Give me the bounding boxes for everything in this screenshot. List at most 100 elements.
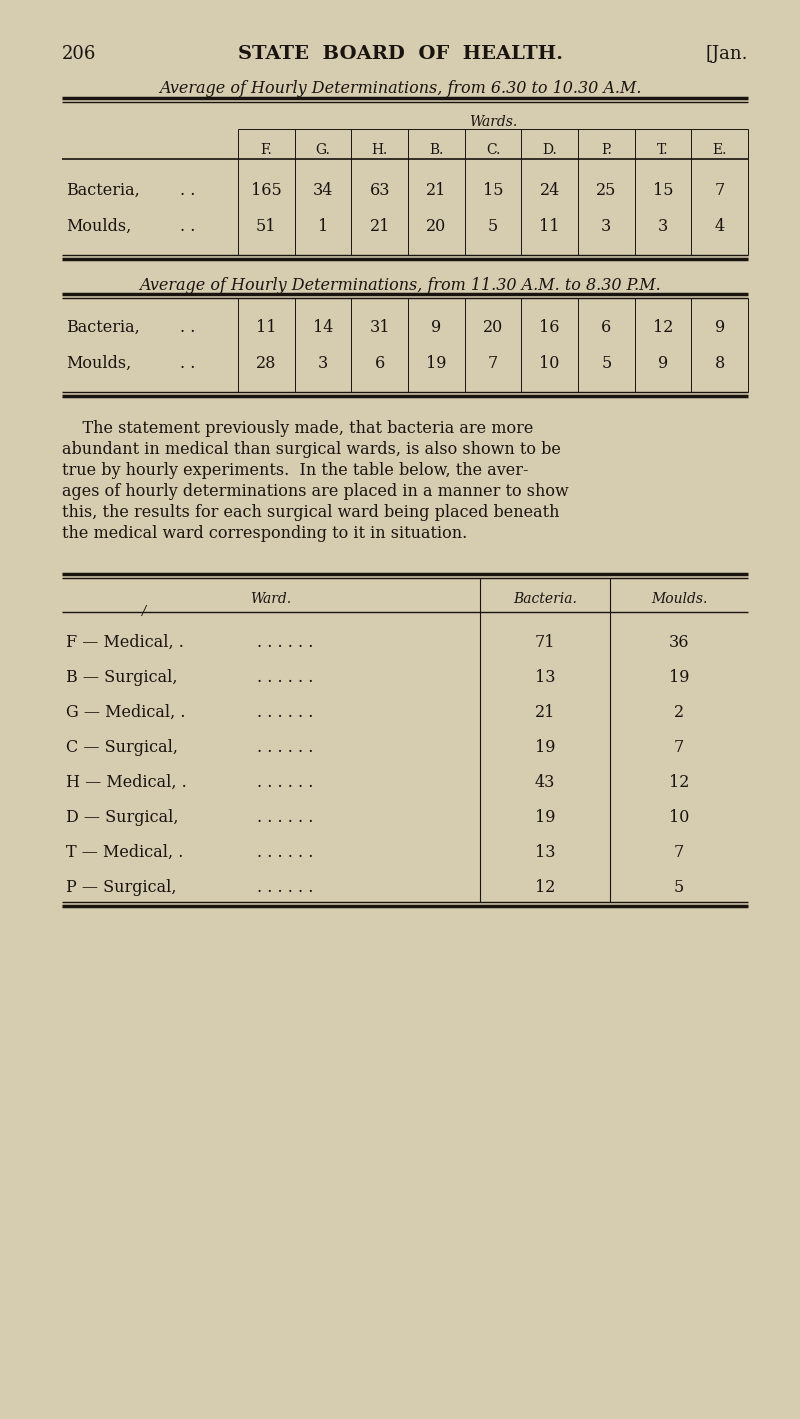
Text: 1: 1 [318, 219, 328, 236]
Text: 15: 15 [482, 182, 503, 199]
Text: 20: 20 [426, 219, 446, 236]
Text: 5: 5 [602, 355, 611, 372]
Text: C.: C. [486, 143, 500, 158]
Text: F.: F. [261, 143, 272, 158]
Text: 13: 13 [534, 844, 555, 861]
Text: 19: 19 [669, 668, 690, 685]
Text: 9: 9 [658, 355, 668, 372]
Text: D — Surgical,: D — Surgical, [66, 809, 178, 826]
Text: Bacteria,: Bacteria, [66, 319, 140, 336]
Text: Moulds,: Moulds, [66, 219, 131, 236]
Text: B — Surgical,: B — Surgical, [66, 668, 178, 685]
Text: 7: 7 [488, 355, 498, 372]
Text: 19: 19 [534, 739, 555, 756]
Text: 21: 21 [370, 219, 390, 236]
Text: STATE  BOARD  OF  HEALTH.: STATE BOARD OF HEALTH. [238, 45, 562, 62]
Text: Wards.: Wards. [469, 115, 517, 129]
Text: G — Medical, .: G — Medical, . [66, 704, 186, 721]
Text: E.: E. [713, 143, 727, 158]
Text: 9: 9 [714, 319, 725, 336]
Text: 19: 19 [534, 809, 555, 826]
Text: 16: 16 [539, 319, 560, 336]
Text: 24: 24 [539, 182, 560, 199]
Text: P.: P. [601, 143, 612, 158]
Text: Ward.: Ward. [250, 592, 291, 606]
Text: P — Surgical,: P — Surgical, [66, 878, 177, 895]
Text: 2: 2 [674, 704, 684, 721]
Text: 10: 10 [539, 355, 560, 372]
Text: the medical ward corresponding to it in situation.: the medical ward corresponding to it in … [62, 525, 467, 542]
Text: Moulds.: Moulds. [651, 592, 707, 606]
Text: T.: T. [658, 143, 669, 158]
Text: D.: D. [542, 143, 557, 158]
Text: 28: 28 [256, 355, 277, 372]
Text: 11: 11 [256, 319, 277, 336]
Text: 12: 12 [669, 773, 689, 790]
Text: 206: 206 [62, 45, 96, 62]
Text: 63: 63 [370, 182, 390, 199]
Text: . . . . . .: . . . . . . [257, 809, 314, 826]
Text: The statement previously made, that bacteria are more: The statement previously made, that bact… [62, 420, 534, 437]
Text: 6: 6 [602, 319, 611, 336]
Text: 19: 19 [426, 355, 446, 372]
Text: 10: 10 [669, 809, 689, 826]
Text: 31: 31 [370, 319, 390, 336]
Text: this, the results for each surgical ward being placed beneath: this, the results for each surgical ward… [62, 504, 559, 521]
Text: [Jan.: [Jan. [706, 45, 748, 62]
Text: B.: B. [429, 143, 443, 158]
Text: 3: 3 [658, 219, 668, 236]
Text: 6: 6 [374, 355, 385, 372]
Text: 15: 15 [653, 182, 674, 199]
Text: 3: 3 [602, 219, 611, 236]
Text: . . . . . .: . . . . . . [257, 704, 314, 721]
Text: F — Medical, .: F — Medical, . [66, 634, 184, 651]
Text: . . . . . .: . . . . . . [257, 878, 314, 895]
Text: H.: H. [371, 143, 388, 158]
Text: . . . . . .: . . . . . . [257, 844, 314, 861]
Text: 13: 13 [534, 668, 555, 685]
Text: abundant in medical than surgical wards, is also shown to be: abundant in medical than surgical wards,… [62, 441, 561, 458]
Text: 7: 7 [714, 182, 725, 199]
Text: 9: 9 [431, 319, 442, 336]
Text: 5: 5 [488, 219, 498, 236]
Text: 14: 14 [313, 319, 333, 336]
Text: 21: 21 [535, 704, 555, 721]
Text: Bacteria,: Bacteria, [66, 182, 140, 199]
Text: /: / [142, 604, 146, 619]
Text: 4: 4 [714, 219, 725, 236]
Text: 21: 21 [426, 182, 446, 199]
Text: Moulds,: Moulds, [66, 355, 131, 372]
Text: 25: 25 [596, 182, 617, 199]
Text: 20: 20 [483, 319, 503, 336]
Text: . .: . . [180, 182, 195, 199]
Text: 11: 11 [539, 219, 560, 236]
Text: 165: 165 [251, 182, 282, 199]
Text: H — Medical, .: H — Medical, . [66, 773, 186, 790]
Text: . .: . . [180, 219, 195, 236]
Text: 43: 43 [535, 773, 555, 790]
Text: C — Surgical,: C — Surgical, [66, 739, 178, 756]
Text: . . . . . .: . . . . . . [257, 773, 314, 790]
Text: . .: . . [180, 355, 195, 372]
Text: . .: . . [180, 319, 195, 336]
Text: 12: 12 [535, 878, 555, 895]
Text: G.: G. [315, 143, 330, 158]
Text: Average of Hourly Determinations, from 11.30 A.M. to 8.30 P.M.: Average of Hourly Determinations, from 1… [139, 277, 661, 294]
Text: 71: 71 [534, 634, 555, 651]
Text: 8: 8 [714, 355, 725, 372]
Text: . . . . . .: . . . . . . [257, 668, 314, 685]
Text: 5: 5 [674, 878, 684, 895]
Text: true by hourly experiments.  In the table below, the aver-: true by hourly experiments. In the table… [62, 463, 529, 480]
Text: 34: 34 [313, 182, 333, 199]
Text: T — Medical, .: T — Medical, . [66, 844, 183, 861]
Text: Average of Hourly Determinations, from 6.30 to 10.30 A.M.: Average of Hourly Determinations, from 6… [158, 79, 642, 96]
Text: 3: 3 [318, 355, 328, 372]
Text: 7: 7 [674, 844, 684, 861]
Text: 36: 36 [669, 634, 690, 651]
Text: ages of hourly determinations are placed in a manner to show: ages of hourly determinations are placed… [62, 482, 569, 499]
Text: 51: 51 [256, 219, 277, 236]
Text: 12: 12 [653, 319, 673, 336]
Text: Bacteria.: Bacteria. [513, 592, 577, 606]
Text: . . . . . .: . . . . . . [257, 739, 314, 756]
Text: . . . . . .: . . . . . . [257, 634, 314, 651]
